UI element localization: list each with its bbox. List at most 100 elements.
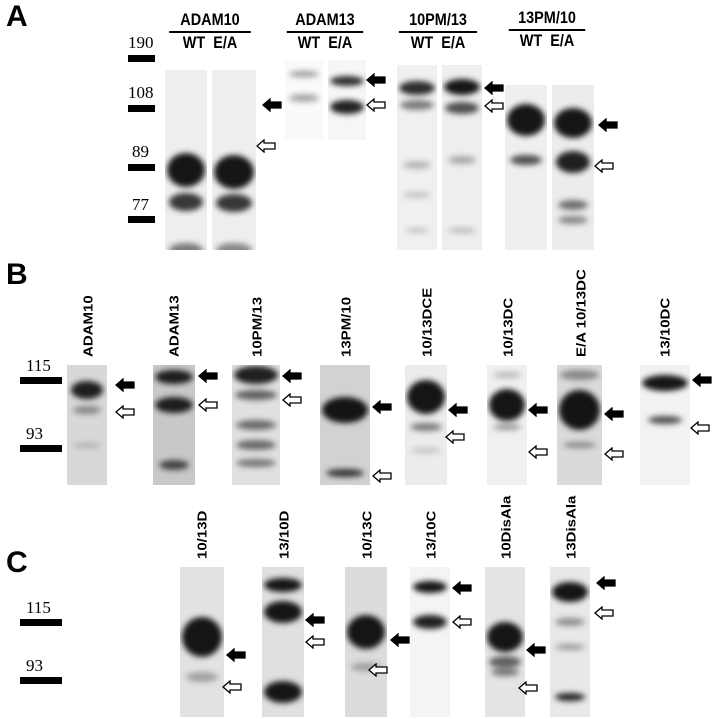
filled-arrow-icon	[372, 400, 392, 414]
protein-band	[491, 668, 519, 676]
protein-band	[400, 100, 434, 110]
filled-arrow-icon	[282, 369, 302, 383]
protein-band	[236, 420, 276, 430]
panel-letter-a: A	[6, 0, 28, 33]
protein-band	[73, 406, 101, 414]
blot-lane	[262, 567, 304, 717]
protein-band	[403, 161, 431, 169]
open-arrow-icon	[368, 663, 388, 677]
protein-band	[558, 216, 588, 224]
open-arrow-icon	[282, 393, 302, 407]
protein-band	[413, 581, 447, 593]
filled-arrow-icon	[526, 643, 546, 657]
mw-bar	[20, 677, 62, 684]
protein-band	[186, 672, 218, 682]
divider	[508, 29, 586, 31]
lane-label: WT	[410, 33, 434, 52]
blot-lane	[485, 567, 525, 717]
group-name: ADAM13	[295, 10, 355, 29]
filled-arrow-icon	[452, 581, 472, 595]
protein-band	[155, 370, 193, 384]
group-name: ADAM10	[180, 10, 240, 29]
protein-band	[487, 622, 523, 652]
lane-label: 13/10DC	[658, 297, 673, 357]
protein-band	[351, 663, 381, 671]
filled-arrow-icon	[390, 633, 410, 647]
mw-93: 93	[26, 656, 43, 675]
protein-band	[405, 227, 429, 233]
mw-bar	[20, 619, 62, 626]
open-arrow-icon	[115, 405, 135, 419]
protein-band	[555, 618, 585, 626]
mw-bar	[128, 164, 155, 171]
lane-label: 10/13DCE	[420, 287, 435, 357]
protein-band	[411, 447, 441, 453]
protein-band	[403, 192, 431, 198]
protein-band	[413, 615, 447, 629]
lane-label: 13/10C	[424, 510, 439, 559]
protein-band	[448, 227, 476, 233]
lane-label: 10DisAla	[499, 495, 514, 559]
blot-lane	[328, 60, 366, 140]
blot-lane	[285, 60, 323, 140]
protein-band	[216, 194, 252, 212]
blot-lane	[180, 567, 224, 717]
protein-band	[489, 656, 521, 668]
protein-band	[169, 243, 203, 250]
protein-band	[236, 459, 276, 467]
protein-band	[159, 460, 189, 470]
lane-label: 13DisAla	[564, 495, 579, 559]
panel-letter-b: B	[6, 258, 28, 291]
lane-label: E/A	[213, 33, 238, 52]
open-arrow-icon	[305, 635, 325, 649]
lane-label: 10/13C	[360, 510, 375, 559]
open-arrow-icon	[594, 606, 614, 620]
lane-label: 10/13D	[195, 510, 210, 559]
protein-band	[448, 156, 476, 164]
open-arrow-icon	[594, 159, 614, 173]
protein-band	[560, 370, 599, 380]
lane-label: E/A	[441, 33, 466, 52]
open-arrow-icon	[445, 430, 465, 444]
blot-lane	[557, 365, 602, 485]
filled-arrow-icon	[528, 403, 548, 417]
open-arrow-icon	[484, 99, 504, 113]
open-arrow-icon	[528, 445, 548, 459]
mw-190: 190	[128, 33, 154, 52]
group-header-13pm10: 13PM/10 WT E/A	[508, 8, 586, 51]
protein-band	[71, 381, 103, 399]
mw-108: 108	[128, 83, 154, 102]
lane-label: 13PM/10	[339, 296, 354, 357]
blot-lane	[212, 70, 256, 250]
mw-115: 115	[26, 598, 51, 617]
lane-label: ADAM10	[81, 295, 96, 357]
filled-arrow-icon	[598, 118, 618, 132]
mw-115: 115	[26, 356, 51, 375]
blot-lane	[505, 85, 547, 250]
protein-band	[236, 440, 276, 450]
open-arrow-icon	[366, 98, 386, 112]
filled-arrow-icon	[604, 407, 624, 421]
mw-bar	[20, 445, 62, 452]
group-header-adam13: ADAM13 WT E/A	[286, 10, 364, 53]
blot-lane	[320, 365, 370, 485]
mw-bar	[128, 216, 155, 223]
protein-band	[264, 681, 302, 703]
blot-lane	[405, 365, 447, 485]
blot-lane	[397, 65, 437, 250]
blot-lane	[442, 65, 482, 250]
filled-arrow-icon	[226, 648, 246, 662]
lane-label: 10PM/13	[250, 296, 265, 357]
protein-band	[445, 102, 479, 114]
group-header-10pm13: 10PM/13 WT E/A	[398, 10, 478, 53]
protein-band	[558, 200, 588, 210]
mw-bar	[20, 377, 62, 384]
protein-band	[214, 155, 254, 189]
blot-lane	[153, 365, 195, 485]
filled-arrow-icon	[305, 613, 325, 627]
lane-label: 10/13DC	[501, 297, 516, 357]
protein-band	[555, 693, 585, 701]
blot-lane	[232, 365, 280, 485]
protein-band	[642, 375, 688, 391]
protein-band	[493, 424, 521, 430]
